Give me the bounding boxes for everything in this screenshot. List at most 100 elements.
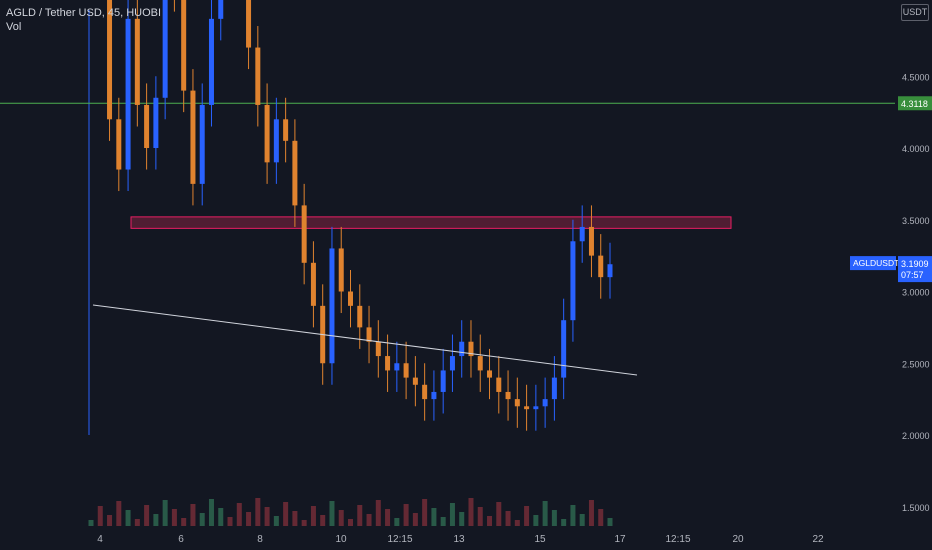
candle-body xyxy=(199,104,205,184)
price-axis-label: 3.0000 xyxy=(902,288,930,298)
volume-bar xyxy=(171,509,177,526)
time-axis-label: 8 xyxy=(257,534,263,545)
volume-bar xyxy=(301,520,307,526)
price-axis-label: 4.0000 xyxy=(902,144,930,154)
candle-body xyxy=(403,363,409,378)
volume-bar xyxy=(468,498,474,526)
volume-bar xyxy=(255,498,261,526)
volume-bar xyxy=(598,509,604,526)
volume-bar xyxy=(588,500,594,526)
price-axis-label: 1.5000 xyxy=(902,503,930,513)
volume-bar xyxy=(607,518,613,526)
volume-bar xyxy=(134,519,140,526)
volume-bar xyxy=(153,514,159,526)
price-axis-label: 2.0000 xyxy=(902,431,930,441)
candle-body xyxy=(579,226,585,242)
candle-body xyxy=(218,0,224,19)
candle-body xyxy=(134,18,140,105)
time-axis-label: 12:15 xyxy=(387,534,412,545)
candle-body xyxy=(375,341,381,357)
volume-bar xyxy=(403,504,409,526)
candle-body xyxy=(440,370,446,392)
volume-bar xyxy=(357,505,363,526)
volume-bar xyxy=(542,501,548,526)
volume-bar xyxy=(181,518,187,526)
volume-bar xyxy=(551,510,557,526)
candle-body xyxy=(329,248,335,364)
volume-bar xyxy=(125,510,131,526)
candle-body xyxy=(348,291,353,306)
current-price-badge-bg xyxy=(898,256,932,283)
candle-body xyxy=(153,97,159,148)
candle-body xyxy=(144,104,150,148)
volume-bar xyxy=(329,501,335,526)
volume-bar xyxy=(385,509,391,526)
level-label: 4.3118 xyxy=(901,99,928,109)
time-axis-label: 4 xyxy=(97,534,103,545)
volume-bar xyxy=(366,514,372,526)
time-axis-label: 15 xyxy=(534,534,546,545)
candle-body xyxy=(551,377,557,400)
symbol-badge-bg xyxy=(850,256,896,271)
resistance-zone xyxy=(130,216,732,229)
candle-body xyxy=(468,341,474,357)
volume-bar xyxy=(505,511,511,526)
volume-bar xyxy=(348,519,353,526)
time-axis-label: 17 xyxy=(614,534,626,545)
volume-bar xyxy=(107,515,113,526)
time-axis-label: 22 xyxy=(812,534,824,545)
volume-bar xyxy=(459,512,465,526)
volume-bar xyxy=(422,499,428,526)
volume-bar xyxy=(190,504,196,526)
candle-body xyxy=(496,377,502,392)
price-axis-label: 3.5000 xyxy=(902,216,930,226)
volume-bar xyxy=(88,520,94,526)
currency-selector[interactable]: USDT xyxy=(901,4,929,21)
candle-body xyxy=(357,305,363,328)
candle-body xyxy=(607,264,613,278)
candle-body xyxy=(431,391,437,400)
symbol-title: AGLD / Tether USD, 45, HUOBI xyxy=(6,7,162,19)
candle-body xyxy=(264,104,270,163)
candle-body xyxy=(246,0,252,48)
candle-body xyxy=(181,0,187,91)
candle-body xyxy=(338,248,344,292)
candle-body xyxy=(283,119,289,141)
volume-bar xyxy=(273,516,279,526)
candle-body xyxy=(542,399,548,407)
time-axis-label: 6 xyxy=(178,534,184,545)
volume-bar xyxy=(375,500,381,526)
volume-bar xyxy=(199,513,205,526)
time-axis-label: 10 xyxy=(335,534,347,545)
candle-body xyxy=(459,341,465,357)
symbol-badge: AGLDUSDT xyxy=(853,258,899,268)
volume-bar xyxy=(236,503,242,526)
current-price-label: 3.1909 xyxy=(901,259,929,269)
candle-body xyxy=(412,377,418,385)
candle-body xyxy=(598,255,604,278)
volume-bar xyxy=(561,519,567,526)
volume-bar xyxy=(533,515,539,526)
candle-body xyxy=(301,205,307,263)
time-axis-label: 13 xyxy=(453,534,465,545)
volume-bar xyxy=(338,510,344,526)
candle-body xyxy=(310,262,316,306)
candle-body xyxy=(477,356,483,371)
countdown-label: 07:57 xyxy=(901,270,924,280)
volume-bar xyxy=(412,513,418,526)
volume-bar xyxy=(440,517,446,526)
level-label-bg xyxy=(898,96,932,111)
volume-bar xyxy=(431,508,437,526)
candle-body xyxy=(273,119,279,163)
price-axis-label: 2.5000 xyxy=(902,359,930,369)
candle-body xyxy=(116,119,122,170)
volume-bar xyxy=(144,505,150,526)
price-axis-label: 4.5000 xyxy=(902,72,930,82)
candle-body xyxy=(570,241,576,321)
volume-bar xyxy=(524,506,530,526)
volume-bar xyxy=(477,507,483,526)
candle-body xyxy=(449,356,455,371)
candle-body xyxy=(487,370,493,378)
volume-bar xyxy=(264,507,270,526)
